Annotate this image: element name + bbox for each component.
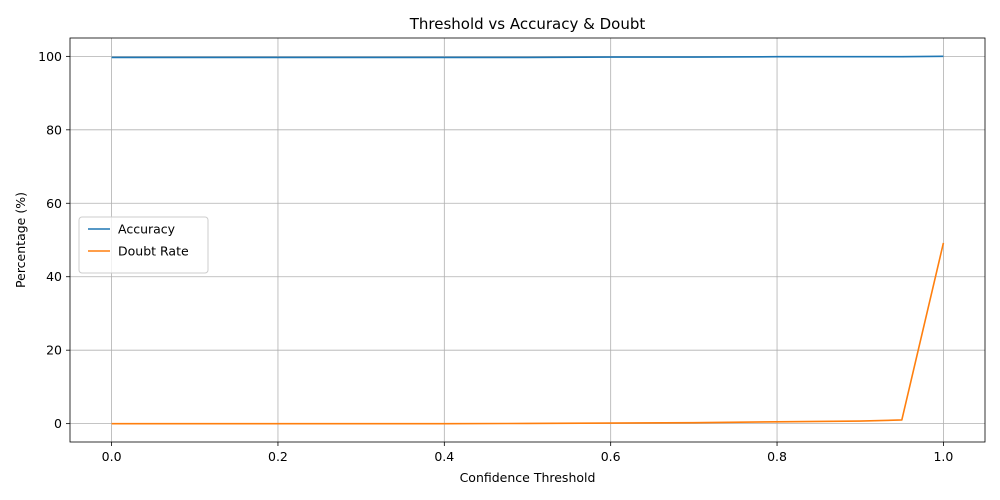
y-tick-label: 60 xyxy=(46,196,62,211)
x-tick-label: 0.6 xyxy=(601,449,621,464)
series-line-accuracy xyxy=(111,55,944,59)
y-tick-label: 40 xyxy=(46,269,62,284)
legend-box xyxy=(78,216,209,274)
y-tick-label: 80 xyxy=(46,122,62,137)
x-tick-label: 0.4 xyxy=(434,449,454,464)
legend: Accuracy Doubt Rate xyxy=(78,216,209,274)
legend-label-doubt-rate: Doubt Rate xyxy=(118,244,189,259)
grid xyxy=(70,38,985,442)
x-axis-label: Confidence Threshold xyxy=(460,470,596,485)
y-tick-label: 20 xyxy=(46,343,62,358)
chart-title: Threshold vs Accuracy & Doubt xyxy=(409,15,646,33)
y-axis-ticks: 0 20 40 60 80 100 xyxy=(38,49,70,431)
plot-frame xyxy=(69,37,986,443)
x-axis-ticks: 0.0 0.2 0.4 0.6 0.8 1.0 xyxy=(102,442,953,464)
x-tick-label: 0.8 xyxy=(767,449,787,464)
y-tick-label: 0 xyxy=(54,416,62,431)
series-line-doubt-rate xyxy=(111,242,945,425)
series-lines xyxy=(111,55,945,425)
x-tick-label: 1.0 xyxy=(933,449,953,464)
y-tick-label: 100 xyxy=(38,49,62,64)
x-tick-label: 0.0 xyxy=(102,449,122,464)
legend-label-accuracy: Accuracy xyxy=(118,222,176,237)
x-tick-label: 0.2 xyxy=(268,449,288,464)
y-axis-label: Percentage (%) xyxy=(13,192,28,288)
